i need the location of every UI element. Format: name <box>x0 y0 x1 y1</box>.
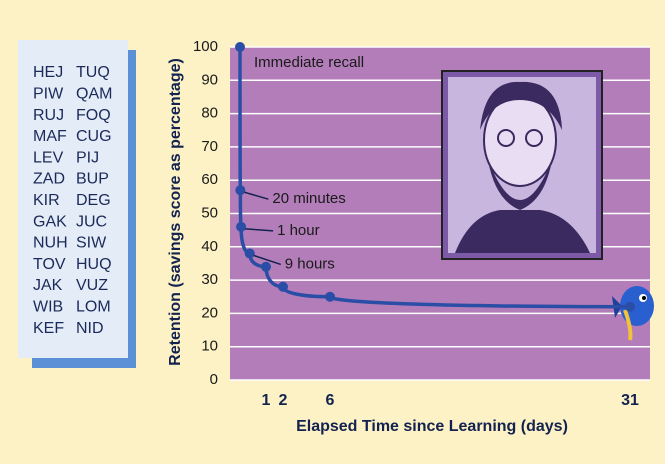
x-tick-label: 1 <box>262 392 271 409</box>
leader-line <box>245 228 274 232</box>
point <box>625 301 635 312</box>
word: TOV <box>33 256 66 273</box>
word: PIJ <box>76 149 99 166</box>
word-list: HEJ TUQ PIW QAM RUJ FOQ MAF CUG LEV PIJ ZAD BUP KIR D… <box>33 64 112 337</box>
point <box>278 281 288 292</box>
word: GAK <box>33 213 67 230</box>
y-tick-label: 60 <box>201 171 218 188</box>
point <box>261 261 271 272</box>
leader-line <box>244 191 269 200</box>
word: ZAD <box>33 171 65 188</box>
word: HEJ <box>33 64 63 81</box>
word: LOM <box>76 299 111 316</box>
y-tick-label: 80 <box>201 105 218 122</box>
x-axis-label: Elapsed Time since Learning (days) <box>296 418 568 435</box>
word: VUZ <box>76 277 108 294</box>
y-tick-label: 90 <box>201 71 218 88</box>
word: TUQ <box>76 64 110 81</box>
y-tick-label: 50 <box>201 204 218 221</box>
word: KIR <box>33 192 60 209</box>
word: CUG <box>76 128 112 145</box>
portrait <box>441 70 603 260</box>
y-tick-label: 40 <box>201 238 218 255</box>
word: WIB <box>33 299 63 316</box>
annotation: 9 hours <box>285 255 335 272</box>
point <box>244 248 255 259</box>
x-tick-label: 6 <box>326 392 335 409</box>
leader-line <box>253 254 281 266</box>
x-tick-label: 31 <box>621 392 639 409</box>
point <box>235 42 245 52</box>
y-axis-label: Retention (savings score as percentage) <box>167 58 184 366</box>
word: HUQ <box>76 256 112 273</box>
y-tick-label: 100 <box>193 38 218 55</box>
y-tick-label: 30 <box>201 271 218 288</box>
word: PIW <box>33 86 64 103</box>
annotation: 20 minutes <box>272 190 345 207</box>
word: RUJ <box>33 107 64 124</box>
word: SIW <box>76 235 107 252</box>
word: LEV <box>33 149 64 166</box>
x-tick-label: 2 <box>279 392 288 409</box>
point <box>325 291 335 302</box>
annotation: 1 hour <box>277 222 320 239</box>
point <box>235 185 246 196</box>
point <box>236 221 247 232</box>
word: JUC <box>76 213 107 230</box>
word: KEF <box>33 320 64 337</box>
y-tick-label: 70 <box>201 138 218 155</box>
word: NID <box>76 320 104 337</box>
y-tick-label: 20 <box>201 304 218 321</box>
y-tick-label: 10 <box>201 338 218 355</box>
y-tick-label: 0 <box>210 371 218 388</box>
word: DEG <box>76 192 111 209</box>
word: NUH <box>33 235 68 252</box>
word: FOQ <box>76 107 111 124</box>
word-card <box>18 40 128 358</box>
word: MAF <box>33 128 67 145</box>
annotation: Immediate recall <box>254 54 364 71</box>
word: BUP <box>76 171 109 188</box>
word: JAK <box>33 277 63 294</box>
word: QAM <box>76 86 112 103</box>
